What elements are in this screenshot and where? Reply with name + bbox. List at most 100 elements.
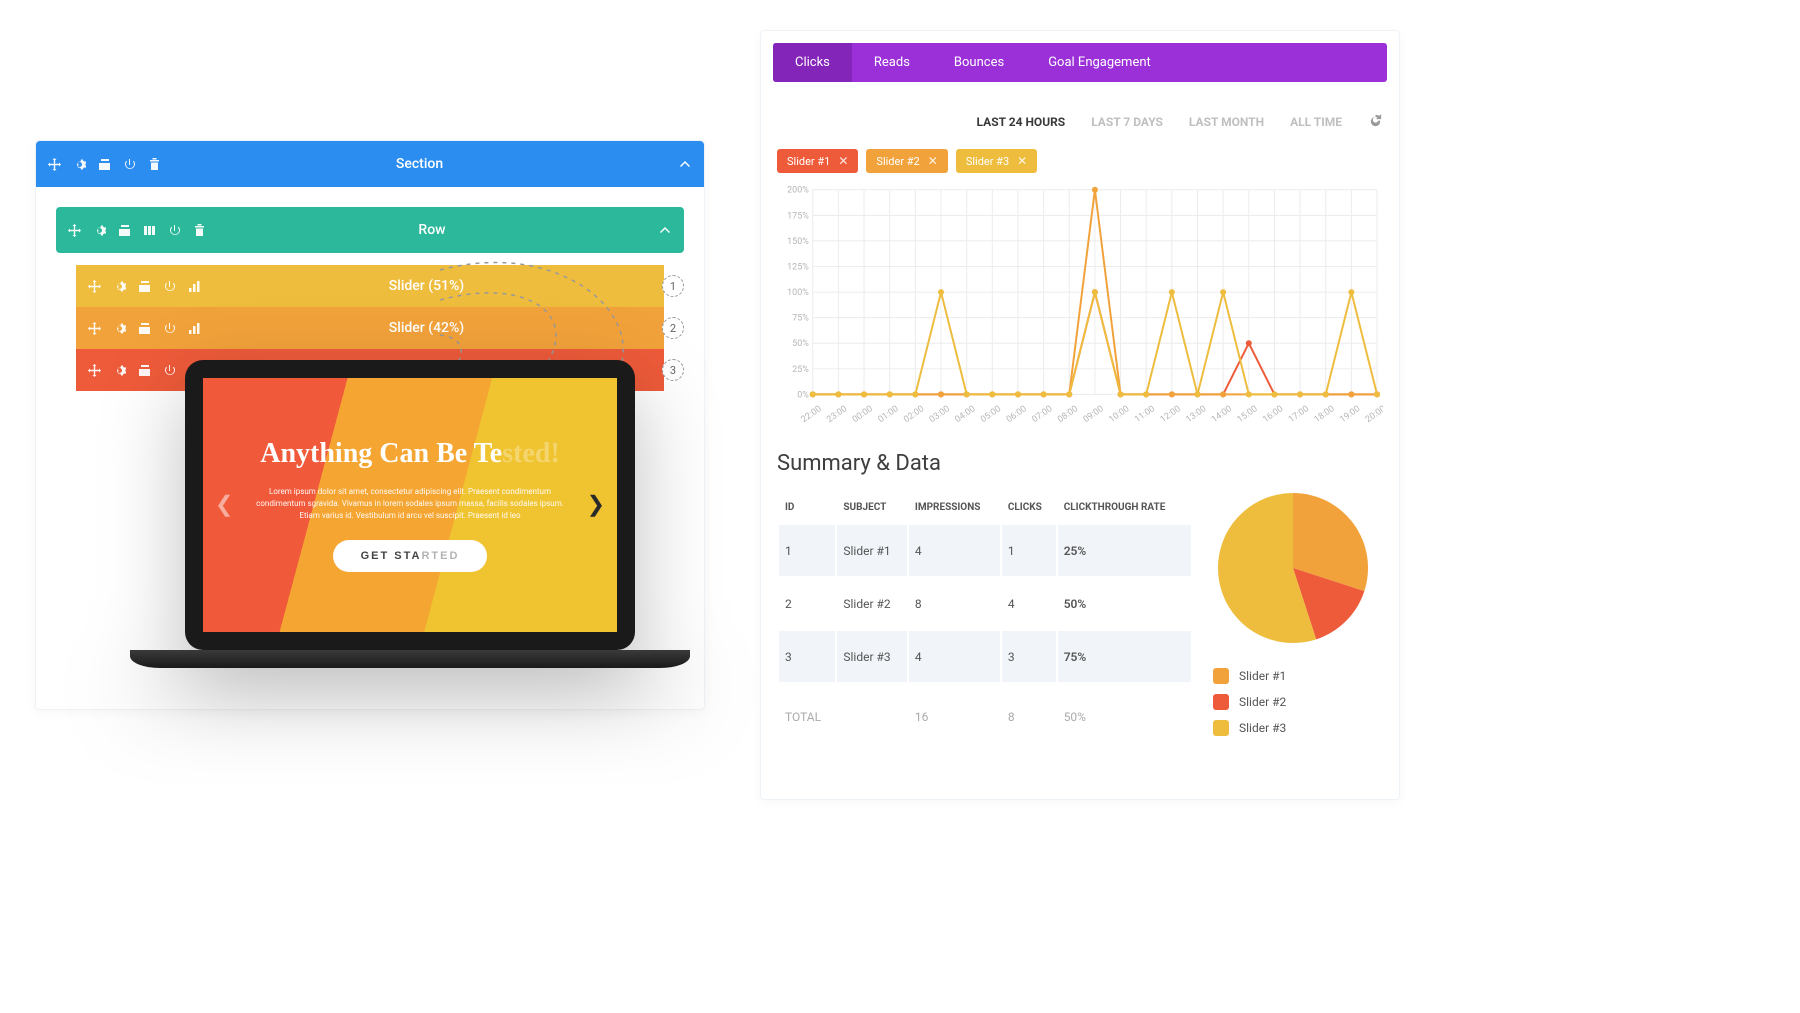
trash-icon[interactable] — [193, 224, 206, 237]
move-icon[interactable] — [88, 322, 101, 335]
svg-text:17:00: 17:00 — [1287, 404, 1311, 423]
duplicate-icon[interactable] — [98, 158, 111, 171]
summary-table: IDSUBJECTIMPRESSIONSCLICKSCLICKTHROUGH R… — [777, 490, 1193, 746]
section-bar[interactable]: Section — [36, 141, 704, 187]
gear-icon[interactable] — [113, 280, 126, 293]
tab-reads[interactable]: Reads — [852, 43, 932, 82]
move-icon[interactable] — [88, 280, 101, 293]
stats-icon[interactable] — [188, 322, 201, 335]
analytics-panel: ClicksReadsBouncesGoal Engagement LAST 2… — [760, 30, 1400, 800]
svg-text:09:00: 09:00 — [1082, 404, 1106, 423]
table-total-row: TOTAL16850% — [779, 684, 1191, 744]
svg-text:75%: 75% — [792, 314, 809, 324]
gear-icon[interactable] — [113, 364, 126, 377]
time-filter[interactable]: ALL TIME — [1290, 115, 1342, 129]
slider-bar[interactable]: Slider (42%) 2 — [76, 307, 664, 349]
legend-item: Slider #1 — [1213, 668, 1383, 684]
svg-text:18:00: 18:00 — [1313, 404, 1337, 423]
svg-text:06:00: 06:00 — [1005, 404, 1029, 423]
stats-icon[interactable] — [188, 280, 201, 293]
table-header: SUBJECT — [837, 492, 907, 523]
next-arrow-icon[interactable]: ❯ — [587, 493, 605, 518]
pie-chart — [1213, 490, 1373, 650]
svg-text:15:00: 15:00 — [1236, 404, 1260, 423]
svg-text:25%: 25% — [792, 365, 809, 375]
move-icon[interactable] — [88, 364, 101, 377]
svg-text:11:00: 11:00 — [1133, 404, 1157, 423]
svg-text:0%: 0% — [797, 390, 809, 400]
legend-item: Slider #3 — [1213, 720, 1383, 736]
laptop-mockup: ❮ ❯ Anything Can Be Tested! Lorem ipsum … — [130, 360, 690, 690]
svg-text:14:00: 14:00 — [1210, 404, 1234, 423]
svg-text:12:00: 12:00 — [1159, 404, 1183, 423]
slider-bar[interactable]: Slider (51%) 1 — [76, 265, 664, 307]
metric-tabs: ClicksReadsBouncesGoal Engagement — [773, 43, 1387, 82]
close-icon[interactable]: ✕ — [1017, 154, 1027, 168]
svg-text:22:00: 22:00 — [800, 404, 824, 423]
svg-text:23:00: 23:00 — [825, 404, 849, 423]
power-icon[interactable] — [123, 158, 136, 171]
refresh-icon[interactable] — [1368, 114, 1383, 129]
duplicate-icon[interactable] — [118, 224, 131, 237]
svg-text:200%: 200% — [787, 186, 809, 196]
hero-title: Anything Can Be Tested! — [260, 438, 560, 470]
slider-badge: 1 — [662, 275, 684, 297]
svg-text:50%: 50% — [792, 339, 809, 349]
chevron-up-icon[interactable] — [678, 157, 692, 171]
trash-icon[interactable] — [148, 158, 161, 171]
svg-text:16:00: 16:00 — [1261, 404, 1285, 423]
close-icon[interactable]: ✕ — [928, 154, 938, 168]
power-icon[interactable] — [168, 224, 181, 237]
time-filter[interactable]: LAST 7 DAYS — [1091, 115, 1163, 129]
power-icon[interactable] — [163, 322, 176, 335]
tab-clicks[interactable]: Clicks — [773, 43, 852, 82]
gear-icon[interactable] — [93, 224, 106, 237]
move-icon[interactable] — [68, 224, 81, 237]
series-chips: Slider #1✕ Slider #2✕ Slider #3✕ — [777, 149, 1383, 173]
svg-text:08:00: 08:00 — [1056, 404, 1080, 423]
table-row: 3Slider #34375% — [779, 631, 1191, 682]
time-filter[interactable]: LAST MONTH — [1189, 115, 1264, 129]
slider-label: Slider (42%) — [201, 320, 652, 336]
time-filters: LAST 24 HOURS LAST 7 DAYS LAST MONTH ALL TI… — [777, 114, 1383, 129]
close-icon[interactable]: ✕ — [838, 154, 848, 168]
svg-text:125%: 125% — [787, 262, 809, 272]
columns-icon[interactable] — [143, 224, 156, 237]
row-bar[interactable]: Row — [56, 207, 684, 253]
chevron-up-icon[interactable] — [658, 223, 672, 237]
svg-text:05:00: 05:00 — [979, 404, 1003, 423]
slider-badge: 2 — [662, 317, 684, 339]
pie-legend: Slider #1 Slider #2 Slider #3 — [1213, 668, 1383, 736]
series-chip[interactable]: Slider #3✕ — [956, 149, 1037, 173]
series-chip[interactable]: Slider #1✕ — [777, 149, 858, 173]
prev-arrow-icon[interactable]: ❮ — [215, 493, 233, 518]
slider-label: Slider (51%) — [201, 278, 652, 294]
section-label: Section — [161, 156, 678, 172]
summary-title: Summary & Data — [777, 451, 1383, 476]
tab-bounces[interactable]: Bounces — [932, 43, 1026, 82]
tab-goal-engagement[interactable]: Goal Engagement — [1026, 43, 1173, 82]
svg-text:13:00: 13:00 — [1184, 404, 1208, 423]
svg-text:02:00: 02:00 — [902, 404, 926, 423]
duplicate-icon[interactable] — [138, 322, 151, 335]
table-header: CLICKS — [1002, 492, 1056, 523]
move-icon[interactable] — [48, 158, 61, 171]
time-filter[interactable]: LAST 24 HOURS — [977, 115, 1066, 129]
svg-text:150%: 150% — [787, 237, 809, 247]
power-icon[interactable] — [163, 280, 176, 293]
duplicate-icon[interactable] — [138, 280, 151, 293]
svg-text:01:00: 01:00 — [877, 404, 901, 423]
row-icons — [68, 224, 206, 237]
svg-text:175%: 175% — [787, 211, 809, 221]
legend-item: Slider #2 — [1213, 694, 1383, 710]
section-icons — [48, 158, 161, 171]
table-row: 2Slider #28450% — [779, 578, 1191, 629]
get-started-button[interactable]: GET STARTED — [333, 540, 488, 572]
hero-body: Lorem ipsum dolor sit amet, consectetur … — [250, 486, 570, 522]
gear-icon[interactable] — [73, 158, 86, 171]
table-row: 1Slider #14125% — [779, 525, 1191, 576]
series-chip[interactable]: Slider #2✕ — [866, 149, 947, 173]
gear-icon[interactable] — [113, 322, 126, 335]
svg-text:04:00: 04:00 — [954, 404, 978, 423]
hero-slide: ❮ ❯ Anything Can Be Tested! Lorem ipsum … — [203, 378, 617, 632]
